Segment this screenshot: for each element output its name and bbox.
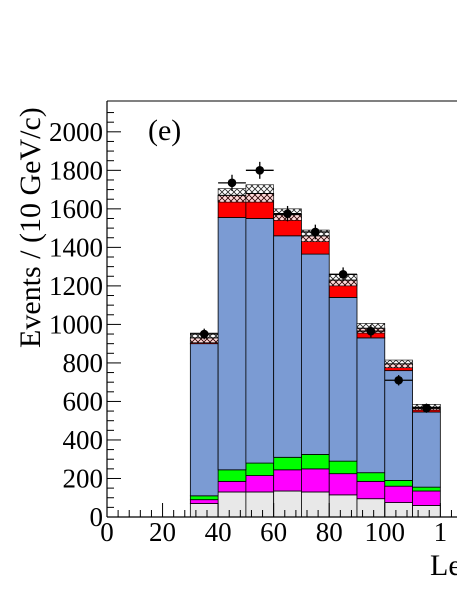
x-tick-label-40: 40 — [205, 517, 232, 547]
stacked-histogram — [189, 193, 441, 517]
y-tick-label-800: 800 — [63, 348, 104, 378]
stack-2-bin-7 — [384, 480, 413, 487]
stack-3-bin-4 — [301, 253, 330, 455]
y-tick-label-1000: 1000 — [49, 309, 103, 339]
data-point-7 — [394, 375, 403, 385]
x-axis-title: Le — [430, 549, 457, 582]
stack-2-bin-8 — [412, 486, 441, 492]
y-tick-label-0: 0 — [90, 502, 104, 532]
data-point-1 — [227, 178, 237, 188]
stack-1-bin-7 — [384, 485, 413, 503]
stack-3-bin-2 — [245, 218, 275, 464]
data-point-6 — [366, 326, 376, 336]
stack-1-bin-6 — [356, 480, 386, 500]
data-point-0 — [199, 329, 209, 339]
x-tick-label-100: 100 — [365, 517, 406, 547]
stack-3-bin-6 — [356, 337, 386, 474]
y-tick-label-400: 400 — [63, 425, 104, 455]
stack-2-bin-4 — [301, 454, 330, 470]
stack-1-bin-3 — [273, 469, 302, 492]
stack-1-bin-0 — [189, 499, 219, 504]
x-tick-label-60: 60 — [260, 517, 287, 547]
stack-2-bin-6 — [356, 472, 386, 482]
y-axis-title: Events / (10 GeV/c) — [14, 107, 47, 348]
stack-0-bin-2 — [245, 491, 275, 517]
panel-label: (e) — [148, 114, 181, 147]
x-axis-ticks: 0 20 40 60 80 100 1 — [100, 503, 452, 547]
stack-3-bin-3 — [273, 235, 302, 458]
data-points — [190, 161, 441, 413]
stack-0-bin-7 — [384, 502, 413, 517]
y-tick-label-1400: 1400 — [49, 232, 103, 262]
y-tick-label-1800: 1800 — [49, 155, 103, 185]
y-axis-ticks: 0 200 400 600 800 1000 1200 1400 1600 1800 2000 — [49, 112, 121, 532]
stack-0-bin-1 — [217, 491, 247, 517]
stack-1-bin-2 — [245, 475, 275, 493]
stack-0-bin-4 — [301, 491, 330, 517]
y-tick-label-600: 600 — [63, 386, 104, 416]
data-point-3 — [283, 209, 292, 218]
x-tick-label-20: 20 — [149, 517, 176, 547]
y-tick-label-2000: 2000 — [49, 117, 103, 147]
y-tick-label-200: 200 — [63, 463, 104, 493]
data-point-5 — [338, 270, 348, 279]
stack-2-bin-2 — [245, 462, 275, 476]
stack-2-bin-1 — [217, 469, 247, 482]
stack-1-bin-1 — [217, 480, 247, 493]
stack-1-bin-5 — [328, 473, 358, 496]
stack-3-bin-5 — [328, 297, 358, 462]
stack-0-bin-8 — [412, 505, 441, 517]
x-tick-label-80: 80 — [316, 517, 343, 547]
stack-0-bin-6 — [356, 498, 386, 517]
y-tick-label-1600: 1600 — [49, 194, 103, 224]
stack-1-bin-4 — [301, 468, 330, 493]
stack-2-bin-5 — [328, 460, 358, 475]
stack-3-bin-0 — [189, 343, 219, 497]
stack-0-bin-5 — [328, 494, 358, 517]
stack-0-bin-0 — [189, 503, 219, 517]
stack-1-bin-8 — [412, 490, 441, 506]
x-tick-label-120: 1 — [434, 517, 448, 547]
stack-0-bin-3 — [273, 490, 302, 517]
data-point-2 — [255, 166, 265, 175]
stack-2-bin-3 — [273, 456, 302, 471]
x-tick-label-0: 0 — [100, 517, 114, 547]
stack-3-bin-1 — [217, 217, 247, 471]
data-point-4 — [311, 227, 320, 237]
data-point-8 — [422, 403, 431, 413]
y-tick-label-1200: 1200 — [49, 271, 103, 301]
stack-3-bin-7 — [384, 370, 413, 481]
stack-3-bin-8 — [412, 411, 441, 488]
stack-2-bin-0 — [189, 495, 219, 501]
